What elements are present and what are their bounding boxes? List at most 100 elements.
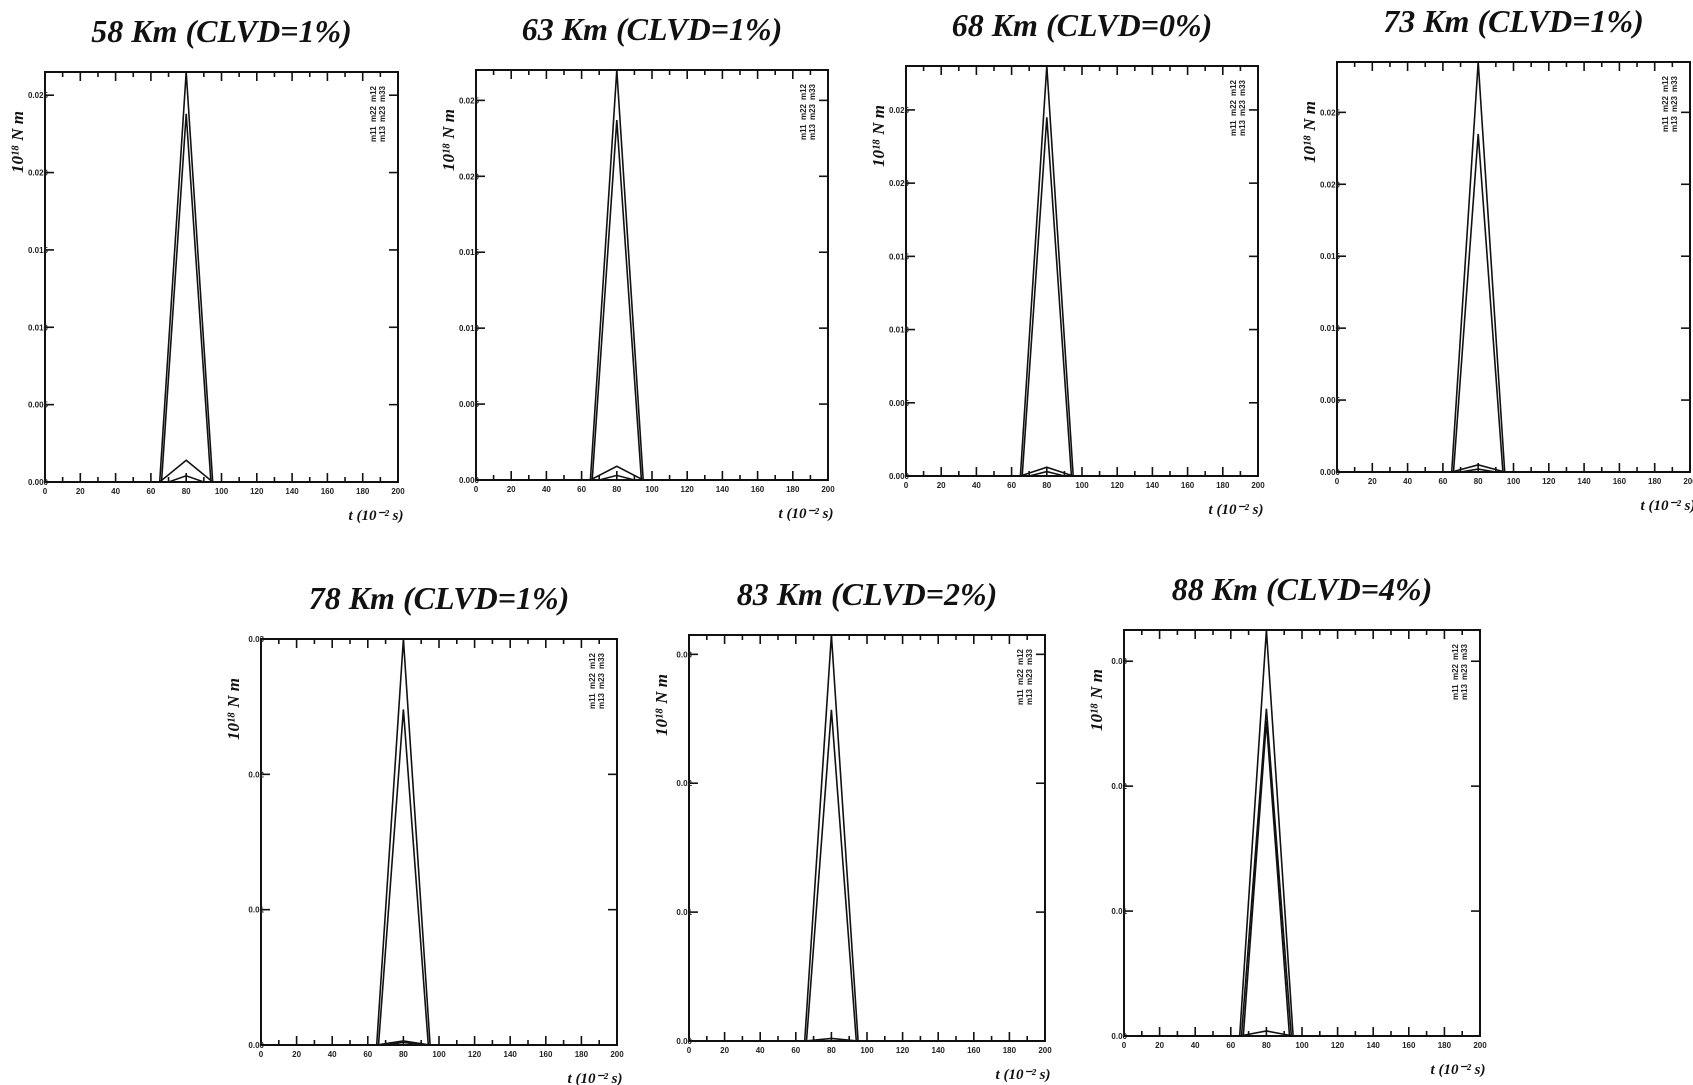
series-line-2 <box>906 117 1258 477</box>
x-tick-label: 140 <box>504 1050 518 1059</box>
x-tick-label: 40 <box>328 1050 337 1059</box>
legend: m11 m22 m12 m13 m23 m33 <box>1451 643 1469 700</box>
series-line-1 <box>1124 629 1480 1037</box>
y-tick-label: 0.010 <box>459 324 480 333</box>
chart-title: 63 Km (CLVD=1%) <box>522 11 783 47</box>
y-axis-label: 10¹⁸ N m <box>1087 669 1106 731</box>
chart-panel-1: 58 Km (CLVD=1%) 10¹⁸ N m t (10⁻² s) 0 20 40 60… <box>8 13 405 524</box>
legend-entry: m33 <box>597 652 606 669</box>
chart-panel-2: 63 Km (CLVD=1%) 10¹⁸ N m t (10⁻² s) 0 20 40 60… <box>439 11 835 522</box>
y-tick-label: 0.025 <box>28 91 49 100</box>
y-tick-label: 0.00 <box>1111 1032 1127 1041</box>
legend-entry: m13 <box>1460 683 1469 700</box>
y-axis-label: 10¹⁸ N m <box>8 111 27 173</box>
series-line-2 <box>689 709 1045 1042</box>
x-tick-label: 80 <box>1262 1041 1271 1050</box>
x-tick-label: 40 <box>1403 477 1412 486</box>
legend-entry: m12 <box>369 85 378 102</box>
x-tick-label: 100 <box>1075 481 1089 490</box>
series-line-2 <box>476 120 828 481</box>
x-tick-label: 180 <box>1216 481 1230 490</box>
chart-title: 88 Km (CLVD=4%) <box>1172 571 1433 607</box>
x-tick-label: 140 <box>932 1046 946 1055</box>
x-tick-label: 120 <box>468 1050 482 1059</box>
x-tick-label: 160 <box>967 1046 981 1055</box>
x-tick-label: 20 <box>1155 1041 1164 1050</box>
x-tick-label: 100 <box>432 1050 446 1059</box>
legend-entry: m12 <box>1661 75 1670 92</box>
x-tick-label: 200 <box>821 485 835 494</box>
series-line-1 <box>689 634 1045 1042</box>
legend-entry: m33 <box>808 83 817 100</box>
chart-title: 83 Km (CLVD=2%) <box>737 576 998 612</box>
plot-frame <box>905 65 1259 477</box>
y-tick-label: 0.01 <box>676 908 692 917</box>
series-line-3 <box>689 1037 1045 1042</box>
legend-entry: m11 <box>799 124 808 140</box>
legend-entry: m22 <box>1451 663 1460 680</box>
y-tick-label: 0.010 <box>889 326 910 335</box>
chart-panel-6: 83 Km (CLVD=2%) 10¹⁸ N m t (10⁻² s) 0 20 40 60… <box>652 576 1052 1083</box>
y-tick-label: 0.03 <box>1111 657 1127 666</box>
y-axis-label: 10¹⁸ N m <box>439 109 458 171</box>
legend-entry: m33 <box>1025 648 1034 665</box>
x-tick-label: 140 <box>1367 1041 1381 1050</box>
series-line-1 <box>906 65 1258 477</box>
legend-entry: m11 <box>1016 689 1025 705</box>
x-tick-label: 180 <box>1438 1041 1452 1050</box>
x-tick-label: 20 <box>1368 477 1377 486</box>
legend-entry: m22 <box>1661 95 1670 112</box>
x-tick-label: 80 <box>827 1046 836 1055</box>
y-tick-label: 0.000 <box>459 476 480 485</box>
legend-entry: m23 <box>1025 668 1034 685</box>
chart-panel-7: 88 Km (CLVD=4%) 10¹⁸ N m t (10⁻² s) 0 20 40 60… <box>1087 571 1487 1078</box>
y-tick-label: 0.015 <box>1320 252 1341 261</box>
legend-entry: m33 <box>1670 75 1679 92</box>
legend-entry: m33 <box>378 85 387 102</box>
chart-title: 58 Km (CLVD=1%) <box>91 13 352 49</box>
x-tick-label: 0 <box>474 485 479 494</box>
x-tick-label: 0 <box>687 1046 692 1055</box>
x-tick-label: 100 <box>1507 477 1521 486</box>
x-tick-label: 60 <box>577 485 586 494</box>
x-tick-label: 160 <box>1613 477 1627 486</box>
series-line-1 <box>1337 61 1690 473</box>
legend-entry: m11 <box>369 126 378 142</box>
legend-entry: m11 <box>1229 120 1238 136</box>
legend-entry: m22 <box>588 672 597 689</box>
x-tick-label: 0 <box>43 487 48 496</box>
legend-entry: m22 <box>799 103 808 120</box>
y-tick-label: 0.020 <box>889 179 910 188</box>
legend: m11 m22 m12 m13 m23 m33 <box>1661 75 1679 132</box>
x-tick-label: 140 <box>716 485 730 494</box>
series-line-2 <box>1337 133 1690 473</box>
series-line-4 <box>906 470 1258 477</box>
x-tick-label: 200 <box>391 487 405 496</box>
legend-entry: m11 <box>1661 116 1670 132</box>
x-tick-label: 80 <box>612 485 621 494</box>
legend-entry: m33 <box>1238 79 1247 96</box>
x-tick-label: 120 <box>250 487 264 496</box>
series-line-4 <box>261 1041 617 1046</box>
x-tick-label: 20 <box>292 1050 301 1059</box>
chart-panel-5: 78 Km (CLVD=1%) 10¹⁸ N m t (10⁻² s) 0 20 40 60… <box>224 580 624 1085</box>
x-tick-label: 60 <box>1007 481 1016 490</box>
x-tick-label: 60 <box>1226 1041 1235 1050</box>
x-tick-label: 20 <box>937 481 946 490</box>
chart-panel-4: 73 Km (CLVD=1%) 10¹⁸ N m t (10⁻² s) 0 20 40 60… <box>1300 3 1693 514</box>
legend-entry: m23 <box>1460 663 1469 680</box>
x-tick-label: 80 <box>1474 477 1483 486</box>
series-line-1 <box>261 638 617 1046</box>
x-tick-label: 80 <box>1042 481 1051 490</box>
x-tick-label: 200 <box>1038 1046 1052 1055</box>
x-tick-label: 100 <box>215 487 229 496</box>
legend-entry: m11 <box>588 693 597 709</box>
series-line-4 <box>1337 468 1690 473</box>
series-line-4 <box>1124 1030 1480 1037</box>
x-tick-label: 0 <box>1122 1041 1127 1050</box>
x-tick-label: 40 <box>756 1046 765 1055</box>
x-tick-label: 60 <box>363 1050 372 1059</box>
y-tick-label: 0.00 <box>676 1037 692 1046</box>
y-tick-label: 0.025 <box>1320 108 1341 117</box>
